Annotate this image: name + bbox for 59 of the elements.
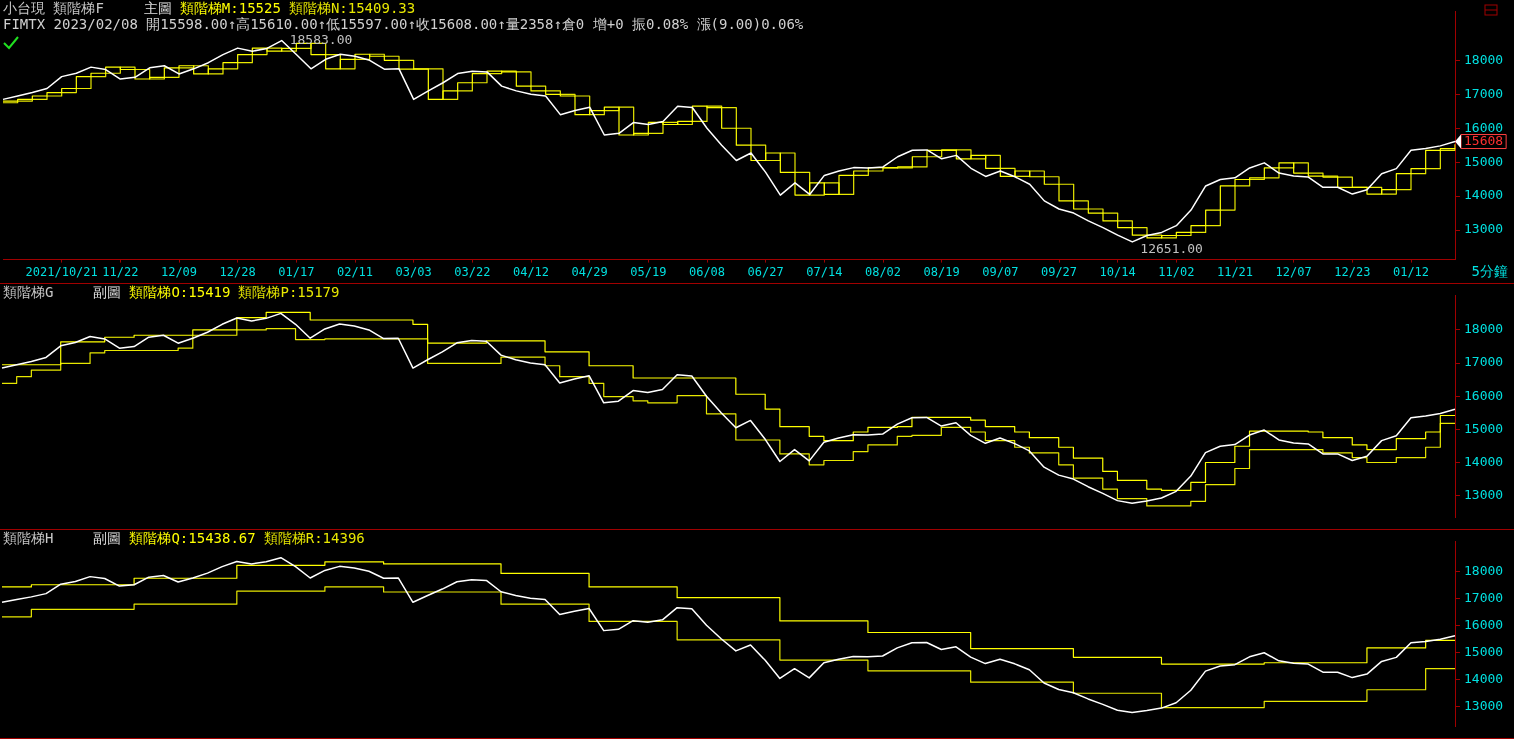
y-tick-label: 16000	[1464, 616, 1504, 632]
y-tick-label: 15000	[1464, 420, 1504, 436]
x-tick-label: 06/27	[747, 264, 784, 279]
y-tick-label: 18000	[1464, 562, 1504, 578]
y-tick-label: 15000	[1464, 643, 1504, 659]
y-tick-label: 17000	[1464, 589, 1504, 605]
chart-title: 小台現 類階梯F	[3, 0, 104, 16]
x-tick-label: 2021/10/21	[25, 264, 98, 279]
x-tick-label: 03/03	[395, 264, 432, 279]
y-tick-label: 14000	[1464, 453, 1504, 469]
y-tick-label: 15000	[1464, 153, 1504, 169]
x-tick-label: 10/14	[1099, 264, 1136, 279]
annotation: FIMTX 2023/02/08 開15598.00↑高15610.00↑低15597.00↑收15608.00↑量2358↑倉0 增+0 振0.08% 漲(9.00)0.06%	[3, 16, 804, 32]
annotation: 18583.00	[289, 31, 353, 47]
y-tick-label: 18000	[1464, 51, 1504, 67]
chart-title: 類階梯H	[3, 530, 54, 546]
y-tick-label: 13000	[1464, 697, 1504, 713]
x-tick-label: 04/12	[512, 264, 550, 279]
text: 類階梯M:15525	[179, 0, 281, 16]
y-tick-label: 14000	[1464, 187, 1504, 203]
chart-title: 類階梯G	[3, 284, 54, 300]
x-tick-label: 06/08	[688, 264, 726, 279]
x-tick-label: 01/17	[278, 264, 315, 279]
text: 類階梯N:15409.33	[288, 0, 416, 16]
y-tick-label: 16000	[1464, 119, 1504, 135]
x-tick-label: 09/07	[982, 264, 1019, 279]
x-tick-label: 07/14	[806, 264, 843, 279]
x-tick-label: 12/07	[1275, 264, 1312, 279]
x-tick-label: 05/19	[630, 264, 667, 279]
y-tick-label: 13000	[1464, 487, 1504, 503]
x-tick-label: 08/02	[864, 264, 902, 279]
text: 類階梯P:15179	[238, 284, 340, 300]
x-axis-title: 5分鐘	[1471, 263, 1508, 281]
x-tick-label: 08/19	[923, 264, 960, 279]
x-tick-label: 12/23	[1334, 264, 1371, 279]
x-tick-label: 02/11	[336, 264, 374, 279]
x-tick-label: 09/27	[1040, 264, 1078, 279]
chart-subtitle: 主圖	[143, 0, 172, 16]
annotation: 12651.00	[1140, 241, 1203, 257]
y-tick-label: 16000	[1464, 387, 1504, 403]
x-tick-label: 12/09	[160, 264, 198, 279]
y-tick-label: 17000	[1464, 85, 1504, 101]
series-label: 類階梯O:15419	[129, 284, 231, 300]
x-tick-label: 04/29	[571, 264, 608, 279]
y-tick-label: 17000	[1464, 354, 1504, 370]
x-tick-label: 11/22	[102, 264, 139, 279]
x-tick-label: 11/02	[1158, 264, 1195, 279]
y-tick-label: 18000	[1464, 321, 1504, 337]
text: 類階梯R:14396	[263, 530, 365, 546]
x-tick-label: 01/12	[1392, 264, 1430, 279]
series-label: 類階梯Q:15438.67	[129, 530, 256, 546]
x-tick-label: 11/21	[1216, 264, 1254, 279]
text: 15608	[1464, 132, 1504, 148]
y-tick-label: 13000	[1464, 221, 1504, 237]
chart-subtitle: 副圖	[93, 530, 122, 546]
y-tick-label: 14000	[1464, 670, 1504, 686]
x-tick-label: 12/28	[219, 264, 256, 279]
x-tick-label: 03/22	[454, 264, 491, 279]
chart-subtitle: 副圖	[93, 284, 122, 300]
